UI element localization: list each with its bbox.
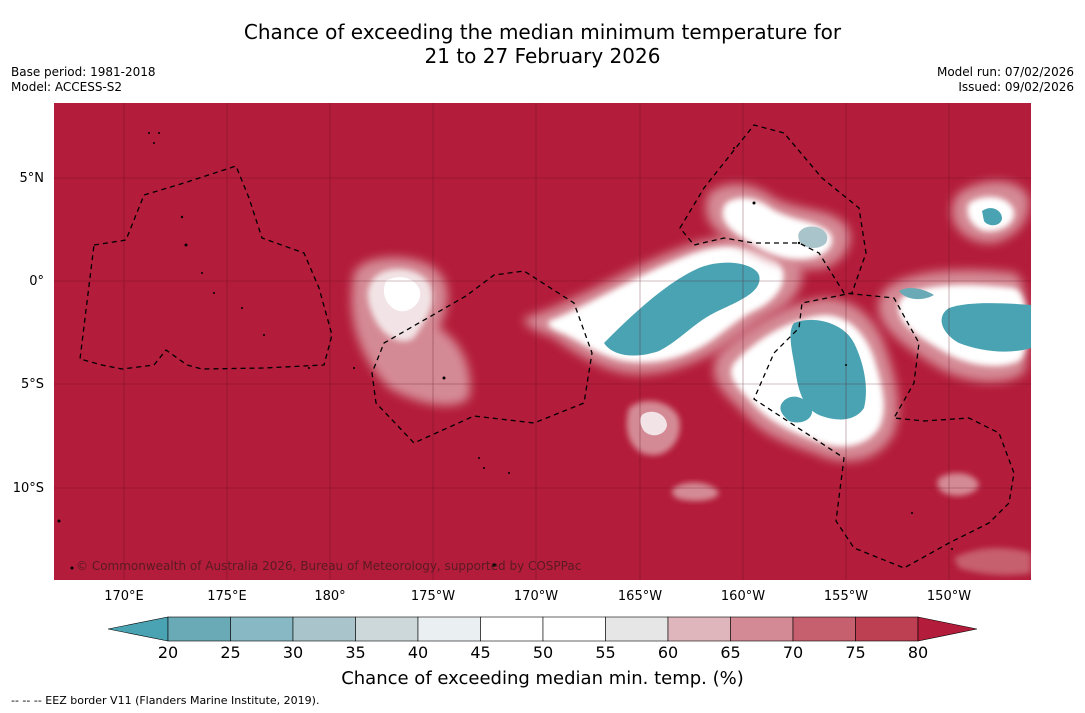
lon-label-175e: 175°E [207,589,247,604]
patch-center-blue [790,319,866,420]
patch-175w-core [383,277,421,312]
issued-date: Issued: 09/02/2026 [958,80,1074,94]
lon-label-160w: 160°W [720,589,766,604]
meta-left: Base period: 1981-2018 Model: ACCESS-S2 [11,65,156,95]
patch-north-core [798,226,828,249]
map-background [54,103,1031,580]
lon-label-170w: 170°W [513,589,559,604]
eez-kiribati-gilberts [79,165,333,370]
patch-center-blue2 [780,396,813,423]
eez-borders [79,124,1015,569]
colorbar-segment-b55_60 [605,616,669,642]
footer-legend: -- -- -- EEZ border V11 (Flanders Marine… [11,694,320,707]
patch-s2 [937,473,979,496]
lon-label-155w: 155°W [823,589,869,604]
colorbar-tick-25: 25 [220,643,241,662]
colorbar-segment-b60_65 [667,616,731,642]
colorbar-tick-65: 65 [720,643,741,662]
meta-right: Model run: 07/02/2026 Issued: 09/02/2026 [937,65,1074,95]
lon-label-175w: 175°W [410,589,456,604]
colorbar-tick-70: 70 [782,643,804,662]
title-line-2: 21 to 27 February 2026 [424,44,661,68]
colorbar-tick-45: 45 [470,643,491,662]
map-panel: © Commonwealth of Australia 2026, Bureau… [54,103,1031,580]
eez-tuvalu-tokelau [371,270,593,444]
colorbar-below-arrow [108,616,169,642]
colorbar-tick-75: 75 [845,643,866,662]
lon-label-170e: 170°E [104,589,144,604]
colorbar-tick-35: 35 [345,643,366,662]
colorbar-segment-b30_35 [292,616,356,642]
copyright: © Commonwealth of Australia 2026, Bureau… [76,559,581,573]
colorbar-tick-20: 20 [157,643,179,662]
gridlines [54,103,1031,580]
lon-label-165w: 165°W [617,589,663,604]
colorbar [108,616,978,642]
lat-label-5s: 5°S [20,377,44,392]
colorbar-tick-60: 60 [657,643,679,662]
colorbar-label: Chance of exceeding median min. temp. (%… [341,668,744,689]
patch-sw-inner [640,411,667,436]
colorbar-segment-b50_55 [542,616,606,642]
colorbar-tick-40: 40 [407,643,429,662]
lat-label-5n: 5°N [19,171,45,186]
lat-label-0: 0° [29,274,44,289]
patch-s3 [954,548,1031,576]
colorbar-segment-b65_70 [730,616,794,642]
model-run: Model run: 07/02/2026 [936,65,1074,79]
colorbar-above-arrow [917,616,978,642]
colorbar-segment-b20_25 [167,616,231,642]
colorbar-segment-b40_45 [417,616,481,642]
colorbar-tick-50: 50 [532,643,554,662]
colorbar-segment-b70_75 [792,616,856,642]
patch-east2-blue-small [899,288,934,300]
colorbar-tick-80: 80 [907,643,929,662]
colorbar-tick-30: 30 [282,643,304,662]
anomaly-patches [351,181,1031,576]
islands [57,132,953,570]
base-period: Base period: 1981-2018 [11,65,156,79]
patch-band-blue [604,262,760,356]
lon-label-150w: 150°W [926,589,972,604]
model-name: Model: ACCESS-S2 [11,80,123,94]
colorbar-segment-b45_50 [480,616,544,642]
title-line-1: Chance of exceeding the median minimum t… [243,20,842,44]
lon-label-180: 180° [314,589,346,604]
colorbar-tick-55: 55 [595,643,616,662]
patch-s1 [671,482,719,501]
colorbar-segment-b25_30 [230,616,294,642]
patch-east2-blue [941,303,1031,352]
lat-label-10s: 10°S [12,481,44,496]
patch-east1-blue [982,208,1002,226]
colorbar-segment-b35_40 [355,616,419,642]
map-title: Chance of exceeding the median minimum t… [0,20,1085,68]
colorbar-segment-b75_80 [855,616,919,642]
